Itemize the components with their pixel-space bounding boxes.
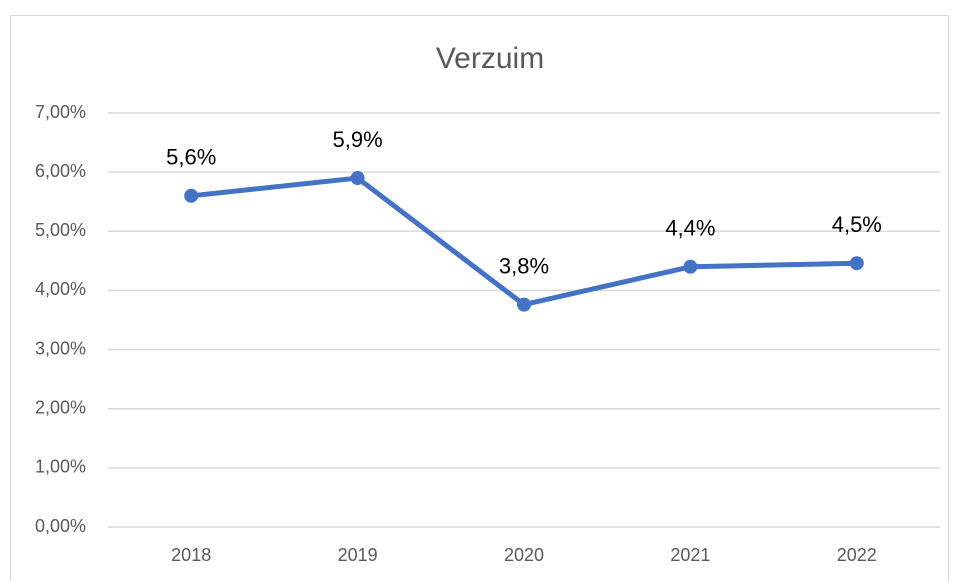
data-label: 5,9% <box>333 127 383 152</box>
marker <box>849 256 864 271</box>
marker <box>184 188 199 203</box>
data-label: 5,6% <box>166 145 216 170</box>
y-tick-label: 4,00% <box>35 279 86 299</box>
marker <box>517 297 531 312</box>
x-tick-label: 2019 <box>338 545 378 565</box>
chart-border <box>10 15 949 581</box>
y-tick-label: 2,00% <box>35 397 86 417</box>
marker <box>683 259 698 274</box>
x-tick-label: 2022 <box>837 545 877 565</box>
y-tick-label: 1,00% <box>35 457 86 477</box>
x-tick-label: 2020 <box>504 545 544 565</box>
y-tick-label: 3,00% <box>35 338 86 358</box>
data-label: 3,8% <box>499 253 549 278</box>
y-tick-label: 7,00% <box>35 102 86 122</box>
y-tick-label: 0,00% <box>35 516 86 536</box>
x-tick-label: 2021 <box>670 545 710 565</box>
x-tick-label: 2018 <box>171 545 211 565</box>
data-label: 4,5% <box>832 212 882 237</box>
y-tick-label: 6,00% <box>35 161 86 181</box>
y-tick-label: 5,00% <box>35 220 86 240</box>
chart-title: Verzuim <box>436 42 544 75</box>
marker <box>350 171 365 186</box>
data-label: 4,4% <box>665 216 715 241</box>
